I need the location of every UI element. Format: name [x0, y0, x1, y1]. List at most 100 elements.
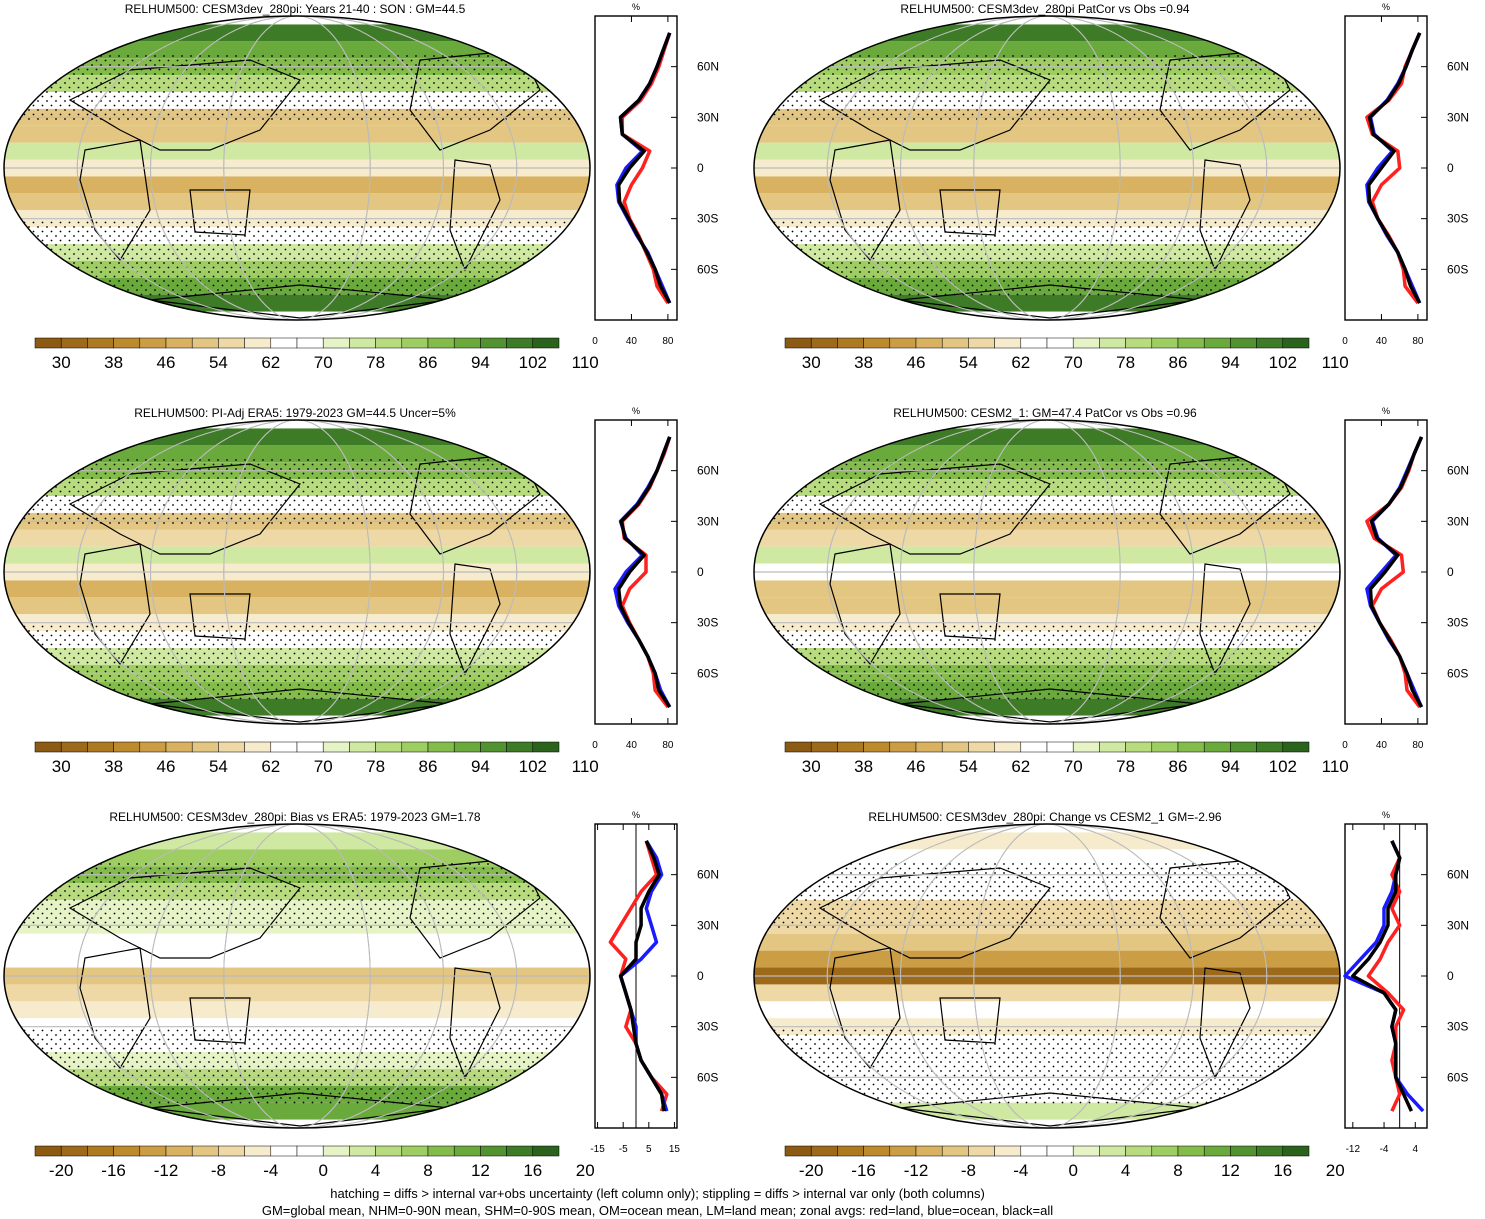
meridian-line	[826, 420, 1268, 724]
panel-title: RELHUM500: CESM3dev_280pi: Change vs CES…	[868, 810, 1222, 824]
panel-title: RELHUM500: CESM3dev_280pi PatCor vs Obs …	[900, 2, 1190, 16]
profile-lat-label: 0	[1447, 565, 1454, 579]
colorbar-label: 46	[907, 353, 926, 372]
profile-lat-label: 60N	[697, 60, 719, 74]
colorbar-box	[532, 337, 560, 349]
profile-lat-label: 30N	[697, 514, 719, 528]
colorbar-box	[968, 337, 995, 349]
colorbar-box	[1151, 337, 1179, 349]
profile-lat-label: 60N	[697, 464, 719, 478]
colorbar-box	[1072, 1145, 1100, 1157]
colorbar-box	[968, 741, 995, 753]
colorbar-box	[1256, 337, 1284, 349]
colorbar-box	[1046, 1145, 1074, 1157]
lat-band	[754, 142, 1340, 160]
lat-band	[4, 933, 590, 951]
colorbar-box	[1020, 1145, 1048, 1157]
colorbar-box	[1151, 1145, 1179, 1157]
meridian-line	[973, 16, 1121, 320]
meridian-line	[223, 16, 371, 320]
colorbar-box	[349, 1145, 376, 1157]
lat-band	[754, 24, 1340, 42]
colorbar-box	[113, 1145, 141, 1157]
colorbar-box	[87, 741, 114, 753]
profile-ocean-line	[618, 839, 669, 1112]
colorbar-box	[165, 741, 193, 753]
colorbar-label: 102	[1269, 757, 1297, 776]
colorbar-label: 30	[802, 353, 821, 372]
colorbar-box	[1020, 741, 1048, 753]
colorbar-box	[191, 1145, 219, 1157]
colorbar-box	[296, 337, 324, 349]
colorbar-label: 102	[1269, 353, 1297, 372]
coastline	[829, 543, 901, 666]
colorbar-box	[139, 337, 167, 349]
profile-tick-label: -15	[590, 1144, 605, 1155]
profile-tick-label: 80	[1412, 336, 1424, 347]
lat-band	[754, 546, 1340, 564]
map-border	[753, 15, 1341, 321]
colorbar-box	[218, 337, 245, 349]
panel-graphic: -20 -16 -12 -8 -4 0 4 8 12 16 20% -15 -5 5 15 60N 30N 0 30…	[3, 810, 719, 1180]
panel-6: RELHUM500: CESM3dev_280pi: Change vs CES…	[750, 808, 1485, 1214]
lat-band	[4, 142, 590, 160]
profile-xlabel: %	[632, 810, 640, 820]
colorbar-box	[349, 741, 376, 753]
colorbar-label: 0	[1068, 1161, 1077, 1180]
colorbar-box	[244, 337, 272, 349]
profile-xlabel: %	[1382, 406, 1390, 416]
profile-lat-label: 60N	[697, 868, 719, 882]
colorbar-label: 54	[959, 757, 978, 776]
lat-band	[4, 580, 590, 598]
colorbar-box	[87, 1145, 114, 1157]
colorbar-label: 38	[104, 757, 123, 776]
lat-band	[754, 125, 1340, 143]
colorbar-box	[1177, 337, 1205, 349]
meridian-line	[76, 824, 518, 1128]
panel-4: RELHUM500: CESM2_1: GM=47.4 PatCor vs Ob…	[750, 404, 1485, 810]
colorbar-label: 62	[1011, 757, 1030, 776]
colorbar-box	[453, 1145, 481, 1157]
colorbar-box	[349, 337, 376, 349]
colorbar-box	[218, 1145, 245, 1157]
colorbar-box	[322, 741, 350, 753]
colorbar-box	[1203, 1145, 1231, 1157]
colorbar-box	[1046, 337, 1074, 349]
colorbar-box	[480, 741, 507, 753]
colorbar-label: 94	[1221, 353, 1240, 372]
colorbar-box	[191, 337, 219, 349]
colorbar-box	[941, 741, 969, 753]
colorbar-box	[784, 741, 812, 753]
map-field	[754, 16, 1340, 320]
colorbar-box	[506, 337, 534, 349]
colorbar-label: 30	[802, 757, 821, 776]
profile-xlabel: %	[1382, 810, 1390, 820]
panel-3: RELHUM500: PI-Adj ERA5: 1979-2023 GM=44.…	[0, 404, 742, 810]
meridian-line	[973, 420, 1121, 724]
colorbar-label: -16	[851, 1161, 876, 1180]
profile-frame	[594, 419, 678, 725]
colorbar-label: 20	[1326, 1161, 1345, 1180]
colorbar-box	[244, 741, 272, 753]
profile-frame	[1344, 823, 1428, 1129]
colorbar-box	[113, 337, 141, 349]
colorbar-box	[968, 1145, 995, 1157]
colorbar-box	[1256, 1145, 1284, 1157]
profile-all-line	[1351, 840, 1413, 1112]
lat-band	[754, 580, 1340, 598]
colorbar-label: -12	[154, 1161, 179, 1180]
panel-graphic: 30 38 46 54 62 70 78 86 94 102 110% 0 40 80 60N 30N 0 30S…	[3, 2, 719, 372]
lat-band	[754, 984, 1340, 1002]
profile-lat-label: 60S	[1447, 262, 1468, 276]
lat-band	[4, 125, 590, 143]
lat-band	[4, 832, 590, 850]
colorbar-box	[1020, 337, 1048, 349]
caption-line-2: GM=global mean, NHM=0-90N mean, SHM=0-90…	[261, 1203, 1054, 1218]
colorbar-box	[941, 337, 969, 349]
map-border	[3, 823, 591, 1129]
profile-all-line	[616, 32, 672, 304]
colorbar-box	[60, 741, 88, 753]
profile-lat-label: 60S	[697, 262, 718, 276]
colorbar-box	[270, 337, 298, 349]
